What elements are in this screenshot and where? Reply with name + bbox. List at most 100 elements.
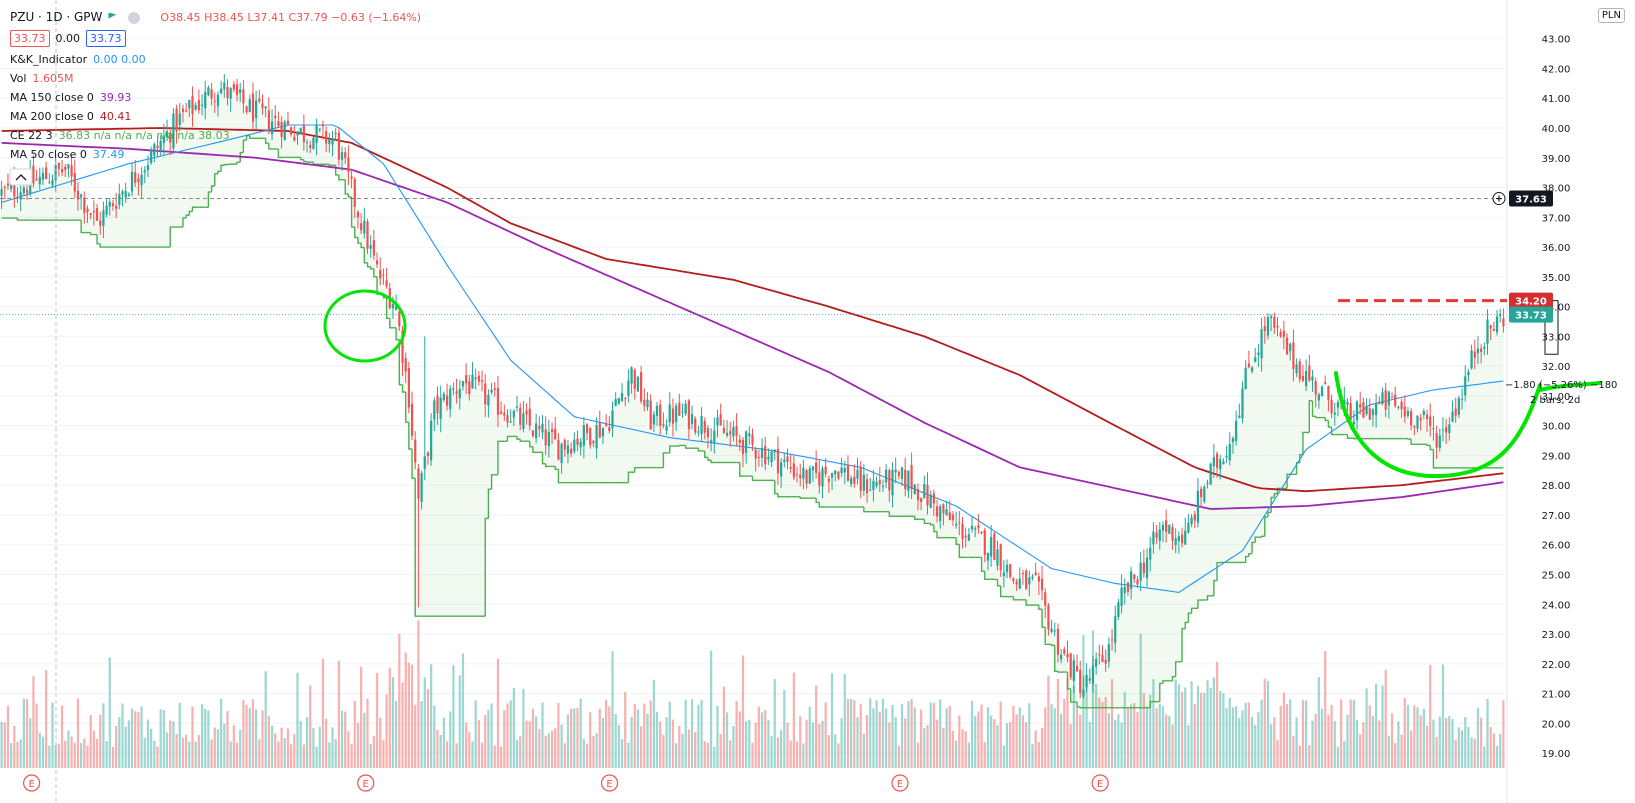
candle-body (165, 131, 169, 138)
volume-bar (1168, 715, 1171, 768)
volume-bar (1107, 713, 1110, 768)
ce-fill (1166, 524, 1170, 681)
volume-bar (1499, 733, 1502, 768)
ce-fill (1436, 435, 1440, 468)
volume-bar (684, 699, 687, 768)
ce-fill (695, 431, 699, 449)
ce-fill (227, 87, 231, 165)
volume-bar (290, 744, 293, 768)
ce-line (89, 232, 94, 236)
volume-bar (433, 705, 436, 768)
candle-body (935, 506, 939, 517)
candle-body (255, 100, 258, 119)
candle-body (299, 127, 302, 133)
currency-label[interactable]: PLN (1597, 8, 1625, 23)
volume-bar (197, 735, 200, 768)
candle-body (111, 203, 115, 207)
volume-bar (544, 735, 547, 768)
ce-line (1346, 434, 1351, 439)
ce-fill (739, 454, 743, 477)
volume-bar (519, 736, 522, 768)
volume-bar (185, 734, 188, 768)
ce-line (366, 262, 371, 268)
ce-line (1295, 462, 1300, 475)
candle-body (1247, 363, 1250, 368)
symbol-title[interactable]: PZU · 1D · GPW (10, 10, 103, 24)
indicator-row[interactable]: MA 50 close 0 37.49 (10, 145, 421, 164)
candle-body (926, 484, 929, 506)
volume-bar (1117, 714, 1120, 768)
ce-fill (564, 445, 568, 483)
candle-body (493, 388, 496, 390)
volume-bar (506, 703, 509, 768)
volume-bar (869, 698, 872, 768)
candle-body (146, 165, 150, 171)
ce-fill (1379, 392, 1383, 439)
ce-line (1213, 579, 1218, 596)
volume-bar (334, 739, 337, 768)
volume-bar (993, 719, 996, 768)
indicator-name: MA 50 close 0 (10, 148, 87, 161)
candle-body (859, 467, 862, 491)
bid-button[interactable]: 33.73 (10, 30, 50, 47)
ask-button[interactable]: 33.73 (86, 30, 126, 47)
indicator-row[interactable]: MA 200 close 0 40.41 (10, 107, 421, 126)
candle-body (856, 470, 859, 479)
volume-bar (888, 722, 891, 768)
indicator-name: K&K_Indicator (10, 53, 88, 66)
volume-bar (1298, 745, 1301, 768)
ce-fill (517, 424, 521, 440)
indicator-row[interactable]: Vol 1.605M (10, 69, 421, 88)
candle-body (780, 462, 783, 477)
ce-fill (431, 400, 435, 617)
ce-fill (781, 459, 785, 497)
candle-body (1225, 455, 1228, 458)
ce-fill (300, 142, 304, 160)
indicator-row[interactable]: K&K_Indicator 0.00 0.00 (10, 50, 421, 69)
ce-fill (933, 516, 938, 532)
indicator-row[interactable]: CE 22 3 36.83 n/a n/a n/a n/a n/a 38.03 (10, 126, 421, 145)
indicator-row[interactable]: MA 150 close 0 39.93 (10, 88, 421, 107)
volume-bar (964, 731, 967, 768)
candle-body (461, 381, 465, 387)
candle-body (643, 399, 646, 406)
volume-bar (1139, 633, 1142, 768)
ce-line (1251, 541, 1256, 554)
ce-fill (246, 99, 250, 136)
y-tick-label: 43.00 (1542, 35, 1571, 46)
ce-fill (1140, 573, 1144, 708)
ce-line (414, 478, 419, 617)
volume-bar (815, 685, 818, 768)
resistance-price-label: 34.20 (1515, 297, 1547, 308)
ce-line (1044, 627, 1049, 646)
ce-fill (373, 264, 378, 277)
candle-body (1187, 522, 1190, 533)
ce-line (751, 476, 756, 482)
volume-bar (95, 739, 99, 768)
ce-line (1276, 487, 1281, 494)
ce-line (236, 161, 241, 165)
flag-icon[interactable] (108, 12, 117, 19)
ce-fill (816, 485, 820, 503)
ce-line (980, 557, 985, 572)
volume-bar (767, 720, 770, 768)
ce-fill (256, 101, 260, 139)
marker-handle (1538, 381, 1602, 392)
volume-bar (929, 702, 932, 768)
candle-body (134, 172, 137, 183)
ce-fill (1417, 420, 1421, 445)
candle-body (541, 423, 544, 433)
candle-body (445, 395, 449, 406)
volume-bar (649, 700, 652, 768)
ce-fill (787, 468, 791, 497)
ce-fill (1477, 351, 1482, 468)
candle-body (694, 418, 697, 433)
candle-body (557, 439, 560, 460)
candle-body (283, 121, 286, 140)
ce-fill (822, 473, 826, 508)
volume-bar (130, 708, 134, 768)
volume-bar (1047, 675, 1050, 768)
candle-body (948, 512, 951, 521)
volume-bar (531, 708, 535, 768)
